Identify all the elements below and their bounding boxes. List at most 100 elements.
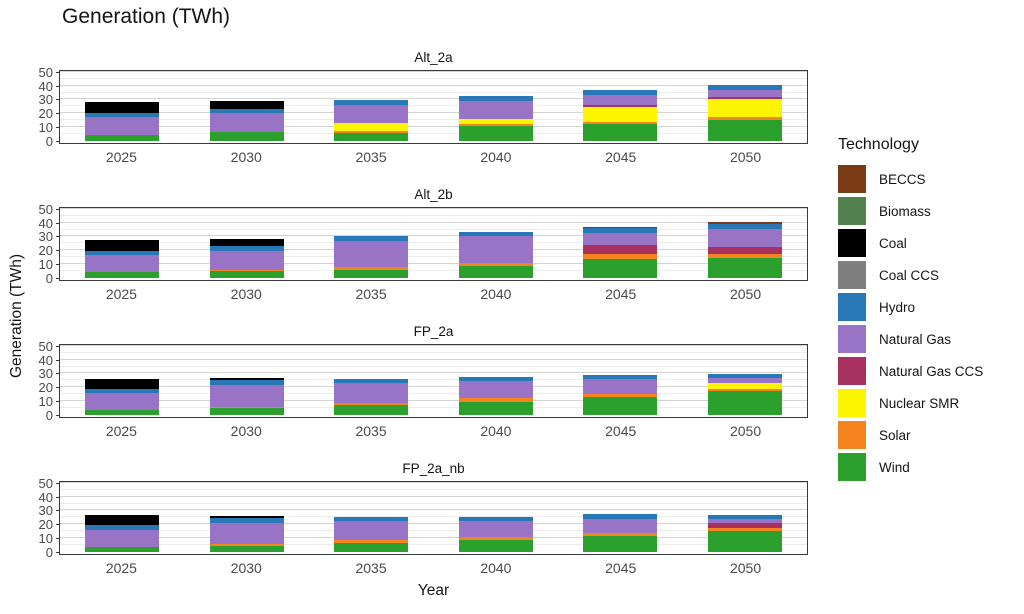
bar-slot-2035 — [309, 71, 434, 141]
bar-segment-hydro — [583, 374, 658, 379]
legend-label: Coal CCS — [879, 267, 940, 283]
stacked-bar-2040 — [458, 231, 533, 278]
y-tick-mark — [56, 482, 59, 484]
facet-panel — [59, 207, 808, 281]
bar-segment-wind — [85, 547, 160, 552]
y-tick-label-20: 20 — [38, 517, 53, 533]
y-tick-mark — [56, 496, 59, 498]
bar-segment-wind — [209, 545, 284, 552]
bar-slot-2030 — [185, 208, 310, 278]
y-tick-label-0: 0 — [45, 545, 53, 560]
bar-segment-hydro — [707, 374, 782, 379]
x-tick-label-2025: 2025 — [105, 560, 137, 576]
legend: Technology BECCS Biomass Coal Coal CCS H… — [838, 136, 983, 485]
gridline-25 — [60, 516, 807, 518]
bar-segment-natural-gas — [707, 228, 782, 247]
gridline-35 — [60, 91, 807, 93]
bar-slot-2030 — [185, 482, 310, 552]
y-tick-label-50: 50 — [38, 64, 53, 80]
bars-container — [60, 71, 807, 141]
bar-segment-hydro — [334, 379, 409, 384]
bar-segment-nuclear-smr — [583, 107, 658, 122]
y-tick-mark — [56, 510, 59, 512]
bar-slot-2050 — [683, 482, 808, 552]
gridline-30 — [60, 235, 807, 237]
gridline-45 — [60, 351, 807, 353]
gridline-5 — [60, 544, 807, 546]
x-axis-ticks: 2025 2030 2035 2040 2045 2050 — [59, 144, 808, 168]
gridline-35 — [60, 365, 807, 367]
stacked-bar-2050 — [707, 374, 782, 415]
x-tick-label-2025: 2025 — [105, 149, 137, 165]
bar-segment-solar — [583, 533, 658, 537]
bar-segment-wind — [707, 257, 782, 278]
legend-swatch-solar — [838, 421, 866, 449]
legend-item-wind: Wind — [838, 453, 983, 481]
y-tick-label-40: 40 — [38, 352, 53, 368]
bar-segment-wind — [209, 132, 284, 141]
bar-segment-nuclear-smr — [707, 383, 782, 389]
bar-segment-solar — [707, 528, 782, 532]
gridline-50 — [60, 70, 807, 72]
legend-swatch-nuclear-smr — [838, 389, 866, 417]
legend-swatch-natural-gas — [838, 325, 866, 353]
bar-segment-natural-gas — [85, 117, 160, 136]
y-tick-label-50: 50 — [38, 475, 53, 491]
y-tick-mark — [56, 264, 59, 266]
stacked-bar-2035 — [334, 516, 409, 552]
bar-segment-natural-gas — [334, 104, 409, 123]
x-tick-label-2030: 2030 — [230, 560, 262, 576]
bar-segment-wind — [334, 405, 409, 415]
y-axis-ticks: 50 40 30 20 10 0 — [36, 65, 59, 149]
y-tick-label-40: 40 — [38, 78, 53, 94]
y-tick-label-20: 20 — [38, 106, 53, 122]
bar-segment-hydro — [85, 525, 160, 530]
gridline-25 — [60, 379, 807, 381]
x-tick-label-2040: 2040 — [480, 560, 512, 576]
gridline-30 — [60, 509, 807, 511]
bar-segment-hydro — [458, 516, 533, 521]
y-tick-label-0: 0 — [45, 408, 53, 423]
bar-segment-hydro — [707, 223, 782, 229]
bar-slot-2030 — [185, 71, 310, 141]
bar-segment-solar — [334, 402, 409, 406]
bar-segment-solar — [334, 540, 409, 543]
bar-segment-solar — [209, 544, 284, 546]
gridline-5 — [60, 270, 807, 272]
gridline-10 — [60, 537, 807, 539]
bar-slot-2040 — [434, 71, 559, 141]
legend-swatch-beccs — [838, 165, 866, 193]
y-axis-ticks: 50 40 30 20 10 0 — [36, 476, 59, 560]
facet-alt-2b: Alt_2b 50 40 30 20 10 0 2025 2030 2035 2040 2045 2… — [36, 185, 816, 305]
bar-segment-solar — [209, 406, 284, 409]
bar-segment-natural-gas-ccs — [707, 522, 782, 529]
bar-segment-solar — [458, 262, 533, 266]
x-tick-label-2045: 2045 — [605, 423, 637, 439]
stacked-bar-2030 — [209, 377, 284, 415]
y-tick-label-20: 20 — [38, 243, 53, 259]
bar-segment-solar — [707, 116, 782, 121]
x-tick-label-2030: 2030 — [230, 149, 262, 165]
bar-segment-coal — [85, 515, 160, 525]
bar-segment-hydro — [85, 388, 160, 393]
bar-segment-solar — [458, 536, 533, 540]
gridline-15 — [60, 256, 807, 258]
bar-slot-2030 — [185, 345, 310, 415]
gridline-45 — [60, 214, 807, 216]
x-tick-label-2025: 2025 — [105, 286, 137, 302]
x-axis-ticks: 2025 2030 2035 2040 2045 2050 — [59, 555, 808, 579]
bar-segment-hydro — [583, 228, 658, 233]
legend-swatch-natural-gas-ccs — [838, 357, 866, 385]
bar-segment-natural-gas — [707, 519, 782, 523]
stacked-bar-2025 — [85, 239, 160, 278]
gridline-50 — [60, 481, 807, 483]
bar-segment-coal — [209, 238, 284, 247]
bar-segment-wind — [707, 531, 782, 552]
x-tick-label-2040: 2040 — [480, 286, 512, 302]
gridline-35 — [60, 228, 807, 230]
bar-segment-hydro — [209, 379, 284, 385]
y-tick-label-30: 30 — [38, 503, 53, 519]
bar-segment-natural-gas — [707, 378, 782, 384]
y-tick-mark — [56, 127, 59, 129]
bar-slot-2035 — [309, 345, 434, 415]
